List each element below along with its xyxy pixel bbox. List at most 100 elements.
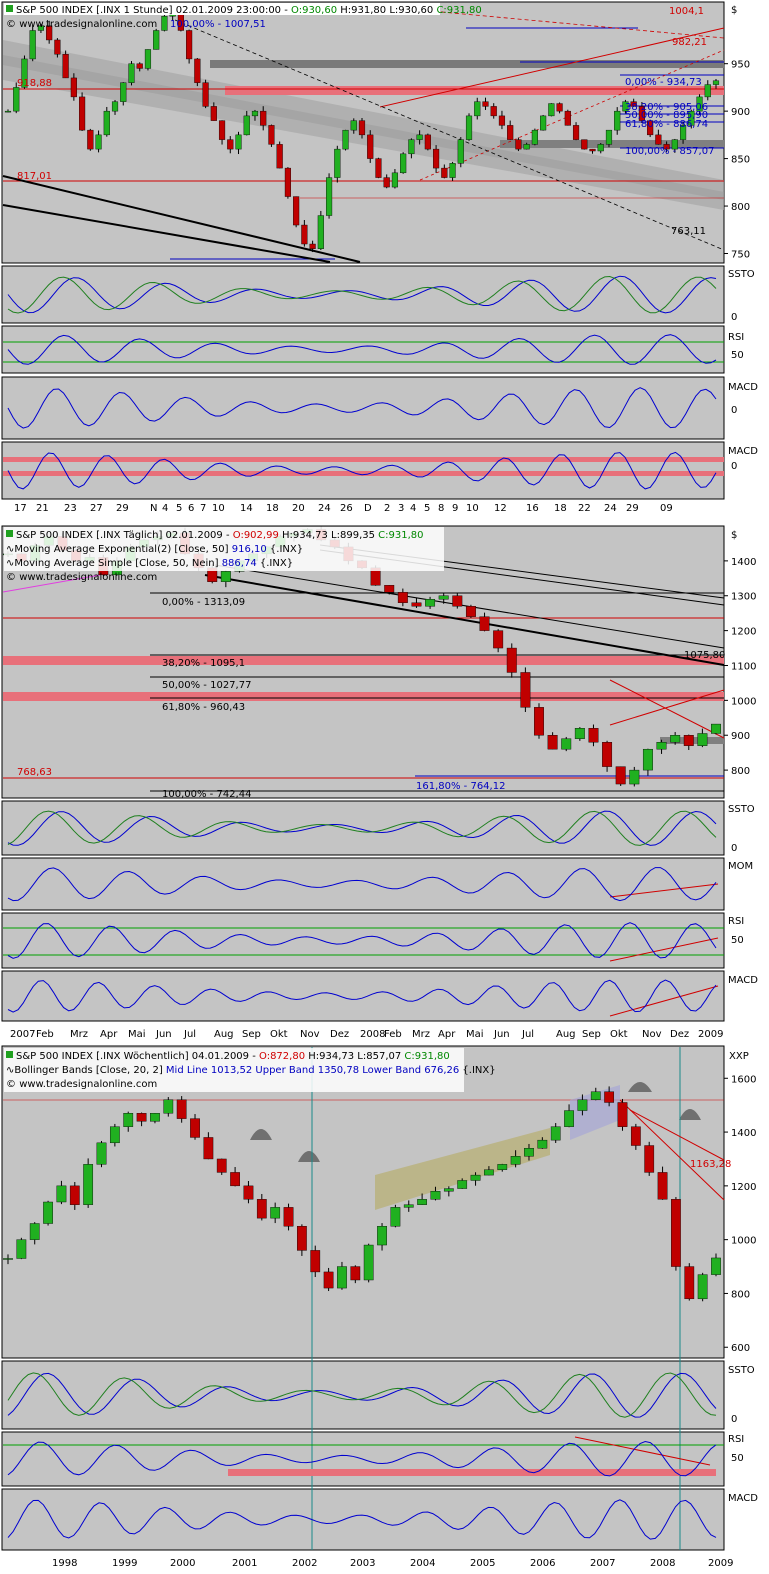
y-tick-label: 1400 <box>731 557 756 568</box>
daily-rsi-red-trend <box>609 937 719 962</box>
indicator-line <box>7 979 717 1013</box>
x-tick-label: Feb <box>384 1029 402 1040</box>
hourly-fib-label-382: 38,20% - 905,06 <box>625 102 708 113</box>
daily-mom-area <box>1 857 725 911</box>
candle-body <box>614 110 621 131</box>
x-tick-label: 8 <box>438 503 444 514</box>
candle-body <box>29 30 36 60</box>
weekly-red-trend-2 <box>629 1109 725 1161</box>
candle-body <box>251 110 259 117</box>
candle-body <box>574 728 585 739</box>
x-tick-label: 2008 <box>650 1558 675 1569</box>
candle-body <box>470 1174 481 1181</box>
candle-body <box>590 1091 601 1100</box>
weekly-arc-3 <box>628 1082 652 1092</box>
candle-body <box>111 101 119 112</box>
weekly-rsi-red-band <box>228 1469 716 1476</box>
candle-body <box>577 1099 588 1111</box>
indicator-line <box>7 1440 717 1477</box>
candle-body <box>109 1126 120 1144</box>
weekly-macd-area <box>1 1488 725 1551</box>
x-tick-label: 1998 <box>52 1558 77 1569</box>
candle-body <box>656 742 667 750</box>
daily-red-trend-1 <box>609 689 725 726</box>
hourly-red-trend-up <box>379 27 725 108</box>
candle-body <box>230 1172 240 1187</box>
candle-body <box>564 110 571 126</box>
indicator-line <box>7 275 717 314</box>
x-tick-label: 2000 <box>170 1558 195 1569</box>
hourly-y-ticks: 950 900 850 800 750 <box>724 60 750 261</box>
hourly-fib-label-50: 50,00% - 895,90 <box>625 110 708 121</box>
daily-fib-label-100: 100,00% - 742,44 <box>162 789 251 800</box>
candle-body <box>323 1271 334 1289</box>
candle-body <box>655 134 662 145</box>
indicator-line <box>7 1372 717 1418</box>
x-tick-label: 2005 <box>470 1558 495 1569</box>
candle-body <box>712 80 720 85</box>
candle-body <box>647 120 654 136</box>
daily-ind-tick-2: 50 <box>731 935 744 946</box>
candle-body <box>531 129 538 145</box>
x-tick-label: Jul <box>183 1029 196 1040</box>
indicator-line <box>7 922 717 959</box>
hourly-ind-label-0: SSTO <box>728 269 755 280</box>
x-tick-label: 6 <box>188 503 194 514</box>
daily-fib-label-1618: 161,80% - 764,12 <box>416 781 505 792</box>
candle-body <box>13 87 20 112</box>
weekly-ind-tick-1: 50 <box>731 1453 744 1464</box>
candle-body <box>4 110 12 113</box>
hourly-x-ticks: 17 21 23 27 29 N 4 5 6 7 10 14 18 20 24 26 D 2 3 4 5 8 9 10 12 16… <box>14 503 673 514</box>
candle-body <box>711 1257 721 1275</box>
y-tick-label: 1000 <box>731 1236 756 1247</box>
candle-body <box>260 110 267 126</box>
x-tick-label: Mai <box>128 1029 146 1040</box>
candle-body <box>443 1188 454 1192</box>
candle-body <box>572 125 580 140</box>
candle-body <box>644 1145 655 1173</box>
daily-ind-label-3: MACD <box>728 975 758 986</box>
hourly-panel: S&P 500 INDEX [.INX 1 Stunde] 02.01.2009… <box>1 1 758 514</box>
candle-body <box>697 1274 708 1300</box>
hourly-candles <box>4 6 720 253</box>
weekly-ind-label-0: SSTO <box>728 1365 755 1376</box>
candle-body <box>186 30 193 60</box>
daily-watermark: © www.tradesignalonline.com <box>6 572 157 583</box>
candle-body <box>540 115 547 131</box>
candle-body <box>663 144 670 150</box>
candle-body <box>16 1239 27 1259</box>
weekly-y-ticks: 1600 1400 1200 1000 800 600 <box>724 1074 756 1354</box>
candle-body <box>293 196 300 226</box>
candle-body <box>490 106 497 117</box>
hourly-zone-950 <box>210 60 724 68</box>
daily-mom-red-trend <box>609 883 719 898</box>
x-tick-label: 10 <box>466 503 479 514</box>
hourly-label-1007: 100,00% - 1007,51 <box>170 19 266 30</box>
candle-body <box>301 224 308 245</box>
y-tick-label: 1600 <box>731 1074 756 1085</box>
daily-legend-0: ∿Moving Average Exponential(2) [Close, 5… <box>6 544 303 555</box>
candle-body <box>657 1172 668 1200</box>
candle-body <box>605 129 613 145</box>
candle-body <box>144 49 152 69</box>
candle-body <box>216 1158 227 1173</box>
daily-currency: $ <box>731 530 737 541</box>
candle-body <box>622 101 629 112</box>
x-tick-label: 21 <box>36 503 49 514</box>
weekly-arc-1 <box>250 1129 272 1140</box>
x-tick-label: 1999 <box>112 1558 137 1569</box>
x-tick-label: 22 <box>578 503 591 514</box>
candle-body <box>581 139 588 150</box>
candle-body <box>163 1099 174 1114</box>
candle-body <box>37 25 45 31</box>
weekly-header-text: S&P 500 INDEX [.INX Wöchentlich] 04.01.2… <box>16 1051 450 1062</box>
candle-body <box>391 172 399 188</box>
candle-body <box>520 672 531 708</box>
x-tick-label: 2006 <box>530 1558 555 1569</box>
hourly-label-1004: 1004,1 <box>669 6 704 17</box>
x-tick-label: Dez <box>670 1029 689 1040</box>
candle-body <box>524 1148 534 1157</box>
candle-body <box>696 96 703 112</box>
candle-body <box>227 139 234 150</box>
